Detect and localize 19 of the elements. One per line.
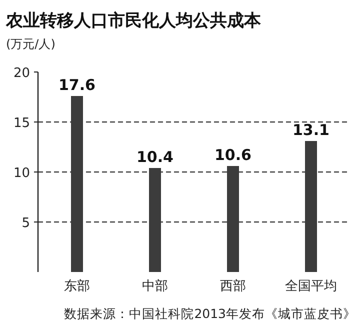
data-label: 10.4 bbox=[136, 148, 174, 166]
data-label: 10.6 bbox=[214, 146, 252, 164]
bar bbox=[149, 168, 161, 272]
y-tick-label: 10 bbox=[13, 166, 30, 181]
data-label: 17.6 bbox=[58, 76, 96, 94]
x-tick-label: 东部 bbox=[64, 279, 90, 294]
x-tick-label: 中部 bbox=[142, 279, 168, 294]
y-tick-label: 15 bbox=[13, 116, 30, 131]
x-tick-label: 全国平均 bbox=[285, 279, 337, 294]
bar bbox=[71, 96, 83, 272]
bar bbox=[305, 141, 317, 272]
y-tick-label: 5 bbox=[22, 216, 30, 231]
y-tick-label: 20 bbox=[13, 66, 30, 81]
data-label: 13.1 bbox=[292, 121, 330, 139]
source-note: 数据来源：中国社科院2013年发布《城市蓝皮书》 bbox=[64, 306, 356, 321]
chart-title: 农业转移人口市民化人均公共成本 bbox=[5, 11, 262, 31]
y-axis-title: (万元/人) bbox=[6, 37, 56, 51]
x-tick-label: 西部 bbox=[220, 279, 246, 294]
bar bbox=[227, 166, 239, 272]
